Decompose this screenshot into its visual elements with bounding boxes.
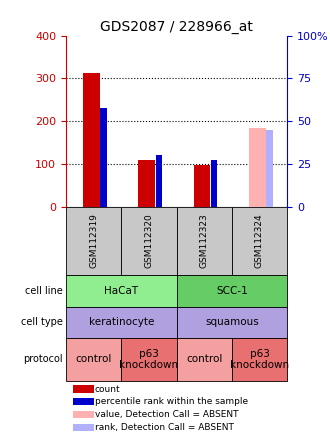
Bar	[73, 398, 94, 405]
Bar	[232, 207, 287, 275]
Text: value, Detection Call = ABSENT: value, Detection Call = ABSENT	[95, 410, 238, 419]
Text: GSM112324: GSM112324	[255, 214, 264, 268]
Text: GDS2087 / 228966_at: GDS2087 / 228966_at	[100, 20, 253, 34]
Text: p63
knockdown: p63 knockdown	[119, 349, 179, 370]
Bar	[73, 411, 94, 418]
Bar	[194, 165, 210, 207]
Bar	[177, 207, 232, 275]
Bar	[155, 155, 162, 207]
Bar	[232, 338, 287, 381]
Bar	[177, 275, 287, 307]
Text: HaCaT: HaCaT	[104, 286, 138, 296]
Bar	[66, 275, 177, 307]
Bar	[73, 385, 94, 393]
Bar	[100, 108, 107, 207]
Bar	[66, 207, 121, 275]
Text: SCC-1: SCC-1	[216, 286, 248, 296]
Text: GSM112323: GSM112323	[200, 214, 209, 269]
Bar	[177, 307, 287, 338]
Bar	[66, 307, 177, 338]
Text: cell type: cell type	[21, 317, 63, 327]
Bar	[249, 127, 266, 207]
Text: GSM112320: GSM112320	[145, 214, 153, 269]
Bar	[83, 73, 100, 207]
Text: GSM112319: GSM112319	[89, 214, 98, 269]
Text: protocol: protocol	[24, 354, 63, 365]
Text: percentile rank within the sample: percentile rank within the sample	[95, 397, 248, 406]
Text: keratinocyte: keratinocyte	[88, 317, 154, 327]
Bar	[73, 424, 94, 431]
Text: rank, Detection Call = ABSENT: rank, Detection Call = ABSENT	[95, 423, 234, 432]
Bar	[121, 207, 177, 275]
Bar	[266, 130, 273, 207]
Bar	[66, 338, 121, 381]
Text: control: control	[76, 354, 112, 365]
Bar	[138, 160, 155, 207]
Text: count: count	[95, 385, 120, 393]
Bar	[177, 338, 232, 381]
Text: cell line: cell line	[25, 286, 63, 296]
Bar	[211, 160, 217, 207]
Text: p63
knockdown: p63 knockdown	[230, 349, 289, 370]
Text: squamous: squamous	[205, 317, 259, 327]
Text: control: control	[186, 354, 222, 365]
Bar	[121, 338, 177, 381]
